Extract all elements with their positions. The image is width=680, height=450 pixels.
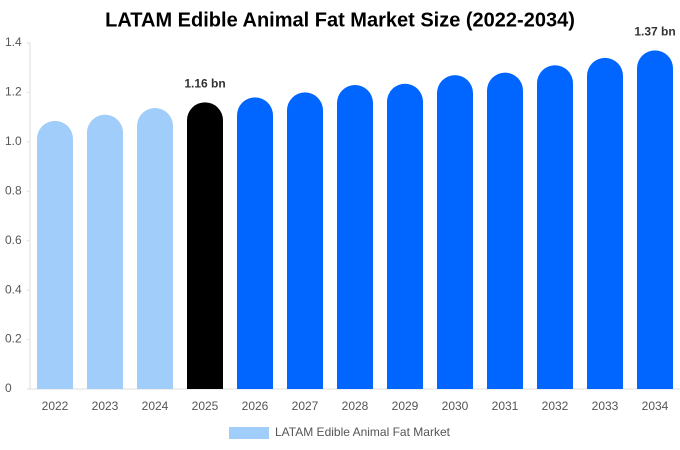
bar [537, 65, 573, 389]
bar [37, 120, 73, 389]
x-tick-label: 2034 [642, 399, 669, 413]
x-tick-label: 2023 [92, 399, 119, 413]
x-tick-label: 2033 [592, 399, 619, 413]
bar [587, 57, 623, 389]
bar [137, 107, 173, 390]
y-tick-label: 0.8 [5, 183, 22, 197]
x-tick-label: 2030 [442, 399, 469, 413]
bar [637, 50, 673, 390]
x-tick-label: 2027 [292, 399, 319, 413]
value-label: 1.16 bn [184, 76, 225, 90]
bar [487, 72, 523, 390]
y-tick-label: 0.6 [5, 233, 22, 247]
value-label: 1.37 bn [634, 25, 675, 39]
bar [187, 102, 223, 390]
x-tick-label: 2026 [242, 399, 269, 413]
y-tick-label: 1.0 [5, 134, 22, 148]
x-tick-label: 2032 [542, 399, 569, 413]
y-tick-label: 1.2 [5, 85, 22, 99]
x-tick-label: 2024 [142, 399, 169, 413]
x-tick-label: 2025 [192, 399, 219, 413]
y-tick-label: 0.4 [5, 282, 22, 296]
bar [437, 75, 473, 389]
bar [287, 92, 323, 389]
legend-label: LATAM Edible Animal Fat Market [275, 425, 451, 439]
legend-swatch [229, 427, 269, 439]
bar [87, 114, 123, 389]
bar [387, 83, 423, 390]
bar [237, 97, 273, 389]
chart-title: LATAM Edible Animal Fat Market Size (202… [105, 9, 575, 31]
x-tick-label: 2029 [392, 399, 419, 413]
bar [337, 85, 373, 389]
x-tick-label: 2028 [342, 399, 369, 413]
x-tick-label: 2022 [42, 399, 69, 413]
x-tick-label: 2031 [492, 399, 519, 413]
y-tick-label: 0 [5, 381, 12, 395]
y-tick-label: 0.2 [5, 332, 22, 346]
y-tick-label: 1.4 [5, 35, 22, 49]
